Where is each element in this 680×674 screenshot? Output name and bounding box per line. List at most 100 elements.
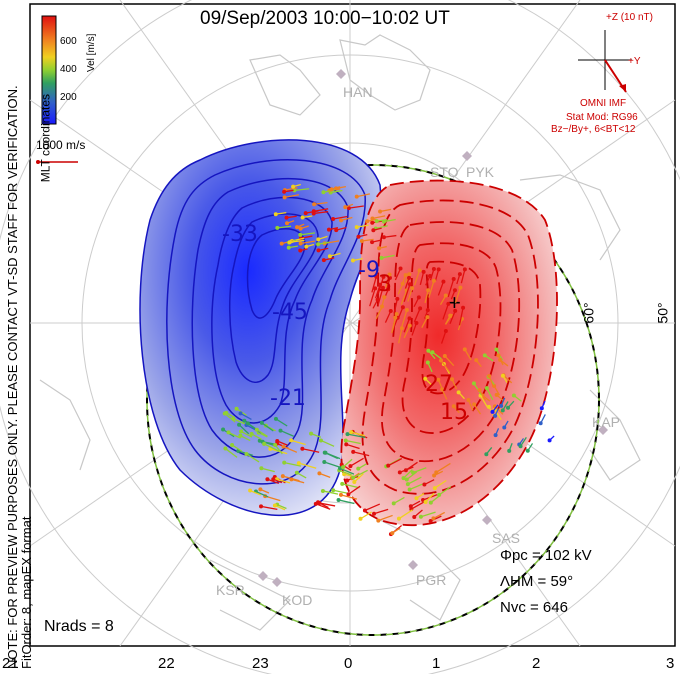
velocity-vector-origin — [431, 278, 436, 283]
velocity-vector-origin — [221, 427, 226, 432]
velocity-vector-origin — [320, 488, 325, 493]
velocity-vector — [369, 288, 376, 307]
velocity-vector-origin — [451, 277, 456, 282]
velocity-vector-origin — [408, 504, 413, 509]
velocity-vector-origin — [316, 237, 321, 242]
velocity-vector-origin — [278, 428, 283, 433]
velocity-vector-origin — [500, 408, 505, 413]
velocity-vector-origin — [362, 508, 367, 513]
velocity-vector — [291, 478, 305, 484]
velocity-vector — [324, 451, 339, 460]
velocity-vector-origin — [388, 308, 393, 313]
velocity-vector-origin — [450, 377, 455, 382]
velocity-vector-origin — [273, 416, 278, 421]
contour-label-pos-3: 3 — [378, 272, 392, 297]
mlt-tick-22: 22 — [158, 655, 175, 672]
velocity-vector-origin — [453, 308, 458, 313]
velocity-vector — [314, 201, 328, 205]
velocity-vector — [332, 215, 348, 220]
velocity-vector — [348, 205, 364, 209]
velocity-vector — [339, 467, 355, 475]
velocity-vector-origin — [348, 464, 353, 469]
velocity-vector-origin — [321, 190, 326, 195]
hm-boundary-green — [146, 164, 600, 636]
velocity-vector-origin — [423, 376, 428, 381]
velocity-vector-origin — [282, 460, 287, 465]
velocity-vector — [387, 458, 403, 467]
mlt-tick-21: 21 — [2, 655, 19, 672]
velocity-vector-origin — [341, 465, 346, 470]
velocity-vector — [319, 502, 336, 507]
velocity-vector-origin — [245, 421, 250, 426]
velocity-vector-origin — [373, 286, 378, 291]
velocity-vector-origin — [506, 405, 511, 410]
velocity-vector-origin — [238, 433, 243, 438]
site-kap: KAP — [592, 414, 621, 430]
velocity-vector-origin — [273, 443, 278, 448]
velocity-vector-origin — [316, 242, 321, 247]
velocity-vector-origin — [458, 285, 463, 290]
velocity-vector-origin — [379, 255, 384, 260]
velocity-vector-origin — [343, 438, 348, 443]
velocity-vector-origin — [352, 480, 357, 485]
velocity-vector-origin — [259, 466, 264, 471]
velocity-vector — [294, 188, 310, 192]
velocity-vector-origin — [436, 377, 441, 382]
velocity-vector — [412, 467, 427, 474]
velocity-vector — [399, 466, 414, 473]
velocity-vector — [447, 278, 455, 298]
velocity-vector — [353, 473, 364, 483]
velocity-vector-origin — [403, 273, 408, 278]
velocity-vector-origin — [282, 189, 287, 194]
velocity-vector — [283, 445, 298, 453]
velocity-vector — [383, 234, 397, 238]
velocity-vector — [371, 276, 377, 293]
velocity-vector — [440, 330, 447, 344]
velocity-vector — [375, 306, 383, 320]
velocity-vector — [255, 490, 269, 498]
velocity-vector-origin — [371, 228, 376, 233]
velocity-vector — [276, 478, 291, 484]
velocity-vector — [385, 277, 391, 292]
velocity-vector-origin — [462, 267, 467, 272]
velocity-vector-origin — [461, 305, 466, 310]
velocity-vector-origin — [396, 516, 401, 521]
velocity-vector-origin — [338, 466, 343, 471]
velocity-vector-origin — [404, 477, 409, 482]
lat-label-60: 60° — [580, 302, 597, 324]
velocity-vector-origin — [381, 235, 386, 240]
velocity-vector-origin — [372, 511, 377, 516]
velocity-vector — [364, 503, 381, 512]
velocity-vector-origin — [237, 422, 242, 427]
velocity-vector-origin — [279, 241, 284, 246]
velocity-vector — [290, 439, 306, 446]
velocity-vector-origin — [370, 220, 375, 225]
velocity-vector — [338, 499, 355, 505]
velocity-vector — [267, 478, 280, 485]
velocity-vector-origin — [346, 206, 351, 211]
velocity-vector-origin — [431, 516, 436, 521]
velocity-vector-origin — [280, 474, 285, 479]
velocity-vector-origin — [265, 477, 270, 482]
site-kod: KOD — [282, 592, 313, 608]
velocity-vector-origin — [282, 195, 287, 200]
velocity-vector-origin — [431, 266, 436, 271]
velocity-vector — [375, 225, 388, 230]
velocity-vector — [458, 307, 464, 326]
velocity-vector-origin — [500, 373, 505, 378]
velocity-vector-origin — [378, 209, 383, 214]
velocity-vector — [300, 240, 315, 245]
velocity-vector-origin — [499, 403, 504, 408]
velocity-vector — [350, 457, 364, 467]
velocity-vector — [356, 193, 371, 198]
velocity-vector-origin — [380, 304, 385, 309]
velocity-vector — [464, 349, 472, 361]
mlt-tick-2: 2 — [532, 655, 541, 672]
site-sas: SAS — [492, 530, 521, 546]
velocity-vector-origin — [304, 244, 309, 249]
velocity-vector-origin — [358, 516, 363, 521]
velocity-vector-origin — [303, 211, 308, 216]
velocity-vector-origin — [370, 216, 375, 221]
